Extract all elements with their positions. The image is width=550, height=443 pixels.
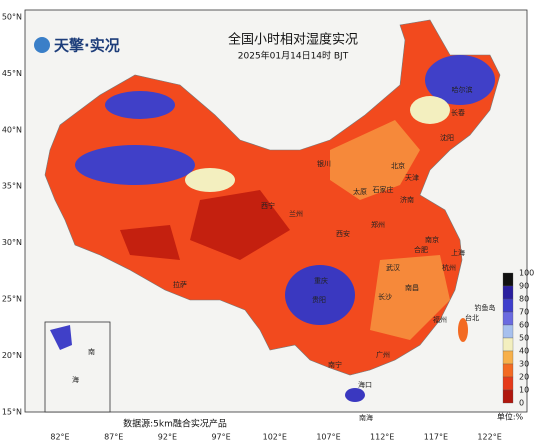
city-label: 南京 xyxy=(425,235,439,244)
colorbar-tick-label: 50 xyxy=(519,334,529,343)
city-label: 上海 xyxy=(451,248,465,257)
longitude-label: 92°E xyxy=(158,433,177,442)
city-label: 银川 xyxy=(317,159,331,168)
city-label: 济南 xyxy=(400,195,414,204)
city-label: 太原 xyxy=(353,187,367,196)
city-label: 北京 xyxy=(391,161,405,170)
map-shapes xyxy=(44,19,501,413)
colorbar-swatch xyxy=(502,350,514,365)
colorbar-swatch xyxy=(502,324,514,339)
city-label: 杭州 xyxy=(442,263,456,272)
city-label: 南海 xyxy=(359,413,373,422)
humid-area xyxy=(105,91,175,119)
colorbar-swatch xyxy=(502,298,514,313)
city-label: 西安 xyxy=(336,229,350,238)
city-label: 郑州 xyxy=(371,221,385,229)
colorbar-tick-label: 0 xyxy=(519,399,524,408)
logo-globe xyxy=(34,37,50,53)
colorbar-swatch xyxy=(502,272,514,287)
longitude-label: 87°E xyxy=(104,433,123,442)
colorbar-swatch xyxy=(502,363,514,378)
unit-label: 单位:% xyxy=(497,412,524,422)
dry-area xyxy=(120,190,290,260)
colorbar-tick-label: 100 xyxy=(519,269,534,278)
moist-area xyxy=(185,168,235,192)
humid-area xyxy=(75,145,195,185)
city-label: 台北 xyxy=(465,313,479,322)
city-label: 重庆 xyxy=(314,276,328,285)
labels: 50°N 45°N 40°N 35°N 30°N 25°N 20°N 15°N 82°E 87°E… xyxy=(2,13,534,442)
map-subtitle: 2025年01月14日14时 BJT xyxy=(238,50,349,62)
city-label: 天津 xyxy=(405,174,419,182)
map-title: 全国小时相对湿度实况 xyxy=(228,32,358,48)
longitude-label: 97°E xyxy=(211,433,230,442)
humid-area xyxy=(345,388,365,402)
latitude-label: 20°N xyxy=(2,351,22,360)
colorbar-swatch xyxy=(502,285,514,300)
colorbar-tick-label: 40 xyxy=(519,347,529,356)
humid-area xyxy=(425,55,495,105)
city-label: 贵阳 xyxy=(312,295,326,304)
inset-frame xyxy=(44,321,111,413)
longitude-label: 117°E xyxy=(424,433,448,442)
moist-area xyxy=(410,96,450,124)
city-label: 合肥 xyxy=(414,245,428,254)
longitude-label: 122°E xyxy=(477,433,501,442)
longitude-label: 107°E xyxy=(316,433,340,442)
colorbar-tick-label: 10 xyxy=(519,386,529,395)
city-label: 武汉 xyxy=(386,263,400,272)
city-label: 广州 xyxy=(376,350,390,359)
colorbar-tick-label: 90 xyxy=(519,282,529,291)
latitude-label: 35°N xyxy=(2,182,22,191)
city-label: 石家庄 xyxy=(373,185,394,194)
latitude-label: 30°N xyxy=(2,238,22,247)
colorbar-swatch xyxy=(502,311,514,326)
longitude-label: 112°E xyxy=(370,433,394,442)
longitude-label: 82°E xyxy=(50,433,69,442)
city-label: 长沙 xyxy=(378,292,392,301)
city-label: 哈尔滨 xyxy=(452,85,473,94)
city-label: 沈阳 xyxy=(440,133,454,142)
colorbar-tick-label: 60 xyxy=(519,321,529,330)
latitude-label: 50°N xyxy=(2,13,22,22)
city-label: 福州 xyxy=(433,315,447,324)
colorbar-swatch xyxy=(502,337,514,352)
colorbar-tick-label: 70 xyxy=(519,308,529,317)
latitude-label: 45°N xyxy=(2,69,22,78)
city-label: 兰州 xyxy=(289,209,303,218)
colorbar-tick-label: 80 xyxy=(519,295,529,304)
colorbar-tick-label: 30 xyxy=(519,360,529,369)
latitude-label: 15°N xyxy=(2,407,22,416)
inset-label: 海 xyxy=(72,375,79,384)
inset-label: 南 xyxy=(88,347,95,356)
longitude-label: 102°E xyxy=(263,433,287,442)
source-label: 数据源:5km融合实况产品 xyxy=(123,418,227,430)
logo-text: 天擎·实况 xyxy=(54,37,120,55)
inset-region xyxy=(50,325,72,350)
city-label: 海口 xyxy=(358,380,372,389)
city-label: 钓鱼岛 xyxy=(475,303,496,312)
humid-area xyxy=(285,265,355,325)
city-label: 拉萨 xyxy=(173,280,187,289)
latitude-label: 40°N xyxy=(2,125,22,134)
logo: 天擎·实况 xyxy=(34,37,120,55)
latitude-label: 25°N xyxy=(2,295,22,304)
city-label: 南昌 xyxy=(405,283,419,292)
city-label: 长春 xyxy=(451,108,465,117)
colorbar-swatch xyxy=(502,389,514,404)
city-label: 南宁 xyxy=(328,360,342,369)
island xyxy=(458,318,468,342)
colorbar-tick-label: 20 xyxy=(519,373,529,382)
orange-area xyxy=(330,120,450,340)
city-label: 西宁 xyxy=(261,201,275,210)
colorbar-swatch xyxy=(502,376,514,391)
